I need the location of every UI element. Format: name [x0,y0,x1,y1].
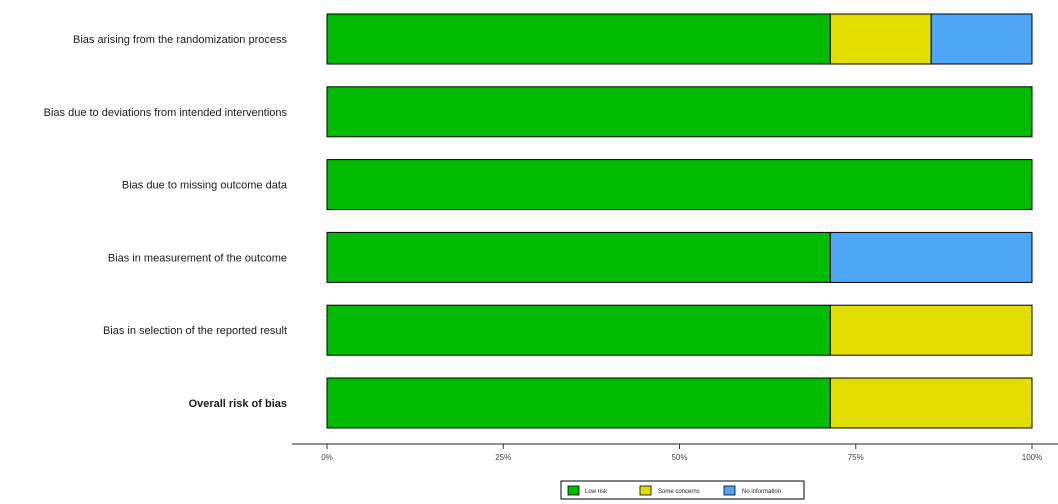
bar-segment-low-risk [326,304,831,356]
bar-segment-no-information [930,13,1033,65]
category-label: Bias arising from the randomization proc… [73,34,287,46]
x-tick-label: 25% [495,453,511,462]
bar-segment-low-risk [326,231,831,283]
bar-segment-low-risk [326,377,831,429]
bar-segment-some-concerns [829,377,1033,429]
legend-box [560,480,805,500]
legend-swatch-no-information [723,485,736,496]
legend-label-no-information: No information [742,489,781,495]
category-label: Bias in selection of the reported result [103,325,287,337]
bars-layer [326,13,1033,429]
category-label: Overall risk of bias [189,398,287,410]
x-axis-ticks: 0% 25% 50% 75% 100% [321,444,1042,462]
bar-segment-low-risk [326,13,831,65]
bar-segment-some-concerns [829,13,932,65]
x-tick-label: 100% [1022,453,1042,462]
legend-swatch-low-risk [567,485,580,496]
legend-label-some-concerns: Some concerns [658,489,700,495]
legend: Low risk Some concerns No information [560,480,805,500]
category-labels: Bias arising from the randomization proc… [44,34,288,410]
bar-segment-low-risk [326,159,1033,211]
bar-segment-no-information [829,231,1033,283]
x-tick-label: 50% [671,453,687,462]
category-label: Bias in measurement of the outcome [108,252,287,264]
bar-segment-some-concerns [829,304,1033,356]
legend-label-low-risk: Low risk [585,489,608,495]
x-tick-label: 0% [321,453,333,462]
category-label: Bias due to deviations from intended int… [44,107,288,119]
legend-swatch-some-concerns [639,485,652,496]
category-label: Bias due to missing outcome data [122,180,288,192]
x-tick-label: 75% [848,453,864,462]
bar-segment-low-risk [326,86,1033,138]
